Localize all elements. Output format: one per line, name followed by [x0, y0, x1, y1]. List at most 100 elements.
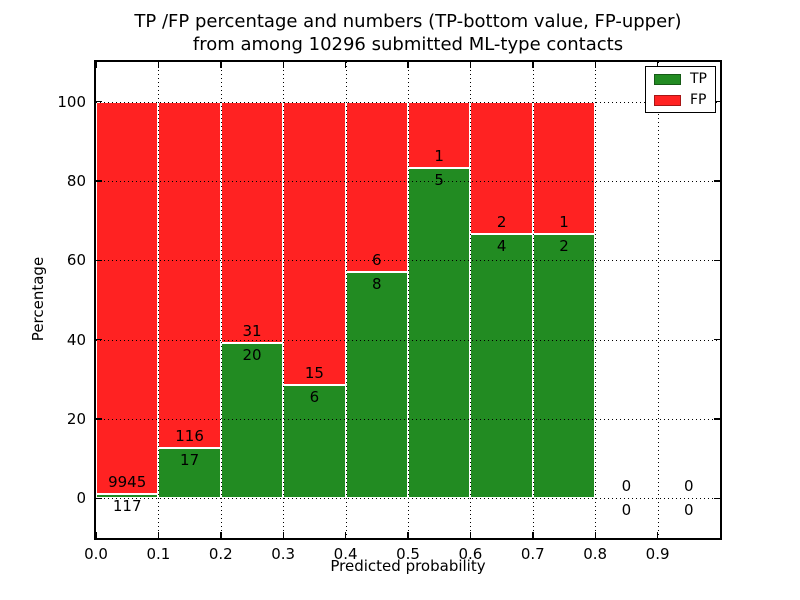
tp-count-label: 8	[372, 274, 382, 293]
tp-count-label: 17	[180, 450, 200, 469]
v-gridline	[345, 62, 347, 538]
tp-count-label: 0	[621, 501, 632, 520]
y-tick-mark	[96, 497, 102, 500]
y-tick-mark	[714, 259, 720, 262]
v-gridline	[408, 62, 409, 538]
x-tick-mark	[656, 532, 659, 538]
y-tick-label: 0	[76, 489, 86, 508]
v-gridline	[532, 62, 534, 538]
v-gridline	[657, 62, 659, 538]
x-tick-label: 0.9	[645, 545, 670, 563]
bar-segment-fp	[158, 101, 221, 448]
y-tick-label: 100	[57, 92, 86, 111]
x-tick-label: 0.5	[396, 545, 420, 563]
v-gridline	[220, 62, 222, 538]
fp-count-label: 0	[684, 477, 694, 496]
fp-count-label: 2	[496, 212, 507, 231]
x-tick-label: 0.1	[146, 545, 171, 563]
bar-segment-tp	[283, 385, 346, 499]
fp-count-label: 9945	[108, 472, 147, 491]
fp-count-label: 31	[242, 321, 262, 340]
v-gridline	[470, 62, 472, 538]
x-tick-label: 0.2	[208, 545, 233, 563]
bar-segment-fp	[220, 101, 284, 343]
tp-count-label: 20	[242, 345, 262, 364]
plot-frame	[94, 60, 722, 540]
x-tick-mark	[282, 62, 284, 68]
x-tick-mark	[282, 532, 284, 538]
chart-title: TP /FP percentage and numbers (TP-bottom…	[134, 10, 681, 56]
y-tick-label: 40	[66, 330, 86, 349]
y-tick-mark	[714, 180, 720, 182]
y-tick-label: 80	[66, 172, 86, 190]
x-tick-mark	[469, 532, 472, 538]
x-tick-label: 0.6	[458, 545, 483, 563]
y-tick-mark	[714, 338, 720, 341]
x-tick-mark	[532, 532, 534, 538]
x-tick-mark	[469, 62, 472, 68]
legend-entry-tp: TP	[654, 72, 707, 86]
x-tick-label: 0.4	[333, 545, 358, 563]
x-tick-mark	[656, 62, 659, 68]
x-tick-mark	[344, 532, 347, 538]
tp-count-label: 5	[434, 170, 444, 189]
y-tick-mark	[96, 100, 102, 103]
bar-segment-tp	[345, 271, 408, 499]
x-axis-label: Predicted probability	[330, 557, 486, 575]
fp-count-label: 15	[304, 364, 324, 382]
bar-segment-tp	[158, 447, 221, 499]
y-tick-label: 20	[66, 410, 86, 428]
legend-swatch-tp-icon	[654, 73, 681, 85]
tp-count-label: 0	[684, 501, 694, 520]
bar-segment-tp	[96, 493, 159, 499]
bar-segment-tp	[408, 167, 471, 499]
x-tick-mark	[95, 62, 97, 68]
x-tick-mark	[532, 62, 534, 68]
x-tick-mark	[220, 532, 222, 538]
x-tick-mark	[344, 62, 347, 68]
bar-segment-fp	[345, 101, 408, 272]
x-tick-label: 0.0	[84, 545, 108, 563]
v-gridline	[595, 62, 597, 538]
fp-count-label: 6	[372, 250, 382, 269]
chart-title-line2: from among 10296 submitted ML-type conta…	[192, 34, 624, 55]
tp-count-label: 4	[496, 236, 507, 255]
legend-entry-fp: FP	[654, 93, 707, 107]
x-tick-mark	[95, 532, 97, 538]
fp-count-label: 116	[175, 426, 204, 445]
x-tick-mark	[157, 532, 160, 538]
fp-count-label: 1	[559, 212, 569, 231]
x-tick-mark	[407, 532, 409, 538]
x-tick-mark	[407, 62, 409, 68]
chart-title-line1: TP /FP percentage and numbers (TP-bottom…	[134, 11, 682, 32]
y-tick-mark	[96, 338, 102, 341]
tp-count-label: 117	[112, 496, 142, 515]
x-tick-label: 0.7	[520, 545, 545, 563]
bar-segment-fp	[96, 101, 159, 494]
bar-segment-fp	[283, 101, 346, 385]
tp-count-label: 2	[559, 236, 569, 255]
legend-swatch-fp-icon	[654, 94, 681, 106]
y-tick-mark	[714, 497, 720, 500]
v-gridline	[158, 62, 160, 538]
y-tick-mark	[714, 418, 720, 420]
x-tick-mark	[220, 62, 222, 68]
legend: TP FP	[645, 66, 716, 113]
bar-segment-tp	[220, 342, 284, 499]
y-tick-mark	[714, 100, 720, 103]
fp-count-label: 0	[621, 477, 632, 496]
x-tick-label: 0.8	[583, 545, 608, 563]
bar-segment-tp	[470, 233, 533, 499]
x-tick-mark	[157, 62, 160, 68]
y-axis-label: Percentage	[29, 256, 47, 342]
x-tick-label: 0.3	[271, 545, 296, 563]
bar-segment-tp	[532, 233, 596, 499]
tp-count-label: 6	[309, 388, 320, 406]
y-tick-mark	[96, 259, 102, 262]
y-tick-mark	[96, 418, 102, 420]
legend-label-fp: FP	[690, 92, 707, 108]
y-tick-mark	[96, 180, 102, 182]
fp-count-label: 1	[434, 146, 444, 165]
x-tick-mark	[594, 532, 596, 538]
